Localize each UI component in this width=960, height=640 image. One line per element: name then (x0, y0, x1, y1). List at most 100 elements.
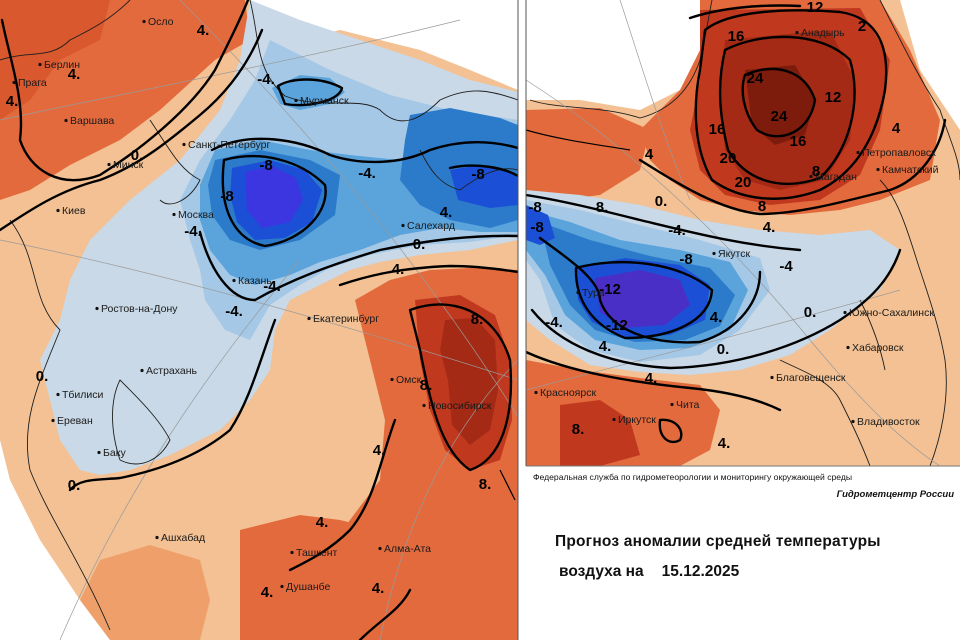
isoline-label: 4. (763, 219, 776, 236)
isoline-label: 8. (596, 199, 609, 216)
isoline-label: 0. (36, 368, 49, 385)
city-marker (876, 167, 880, 172)
city-label: Ашхабад (161, 532, 205, 544)
west-isolines (0, 0, 518, 640)
city-label: Камчатский (882, 164, 939, 176)
isoline-label: 12 (807, 0, 824, 16)
city-marker (576, 290, 580, 295)
isoline-label: 4. (645, 370, 658, 387)
isoline-label: 8. (420, 377, 433, 394)
isoline-label: -8 (259, 157, 272, 174)
city-marker (142, 19, 146, 24)
city-marker (107, 162, 111, 167)
city-marker (770, 375, 774, 380)
city-label: Киев (62, 205, 86, 217)
city-label: Новосибирск (428, 400, 492, 412)
isoline-label: -8 (220, 188, 233, 205)
city-marker (401, 223, 405, 228)
isoline-label: 16 (709, 121, 726, 138)
city-marker (422, 403, 426, 408)
isoline-label: 4. (599, 338, 612, 355)
city-marker (846, 345, 850, 350)
isoline-label: -4. (263, 278, 281, 295)
city-marker (294, 98, 298, 103)
isoline-label: 20 (720, 150, 737, 167)
east-coastlines (529, 0, 960, 466)
isoline-label: 4 (892, 120, 901, 137)
isoline-label: 0. (655, 193, 668, 210)
city-label: Казань (238, 275, 272, 287)
city-label: Южно-Сахалинск (849, 307, 934, 319)
isoline-label: -8 (471, 166, 484, 183)
isoline-label: -4. (184, 223, 202, 240)
city-marker (56, 392, 60, 397)
isoline-label: 4. (68, 66, 81, 83)
city-marker (851, 419, 855, 424)
city-label: Прага (18, 77, 47, 89)
city-label: Хабаровск (852, 342, 904, 354)
isoline-label: 4. (316, 514, 329, 531)
isoline-label: 8. (479, 476, 492, 493)
east-isolines (526, 4, 947, 444)
isoline-label: -4 (779, 258, 793, 275)
isoline-label: 24 (771, 108, 788, 125)
isoline-label: 16 (728, 28, 745, 45)
isoline-label: 24 (747, 70, 764, 87)
organization-name: Федеральная служба по гидрометеорологии … (533, 472, 853, 482)
city-marker (280, 584, 284, 589)
isoline-label: 8 (758, 198, 766, 215)
isoline-label: 8 (812, 163, 820, 180)
city-label: Якутск (718, 248, 750, 260)
isoline-label: 4. (440, 204, 453, 221)
isoline-label: 4. (392, 261, 405, 278)
city-marker (232, 278, 236, 283)
city-label: Тбилиси (62, 389, 104, 401)
city-marker (378, 546, 382, 551)
isoline-label: 4. (718, 435, 731, 452)
isoline-label: 0. (68, 477, 81, 494)
isoline-label: 2 (858, 18, 866, 35)
isoline-label: 20 (735, 174, 752, 191)
west-extreme-cold-core (245, 166, 303, 228)
isoline-label: 4. (6, 93, 19, 110)
isoline-label: 4. (373, 442, 386, 459)
city-label: Магадан (815, 171, 857, 183)
west-city-labels: Осло Берлин Прага Варшава Минск Киев Санкт-Пет… (12, 16, 492, 593)
city-marker (843, 310, 847, 315)
west-warm-south (240, 515, 420, 640)
east-warm-west (526, 108, 650, 200)
city-label: Владивосток (857, 416, 920, 428)
city-label: Минск (113, 159, 144, 171)
city-label: Чита (676, 399, 700, 411)
east-map (526, 0, 960, 466)
city-label: Санкт-Петербург (188, 139, 271, 151)
forecast-date: 15.12.2025 (661, 563, 740, 580)
isoline-label: 4. (261, 584, 274, 601)
city-marker (534, 390, 538, 395)
city-label: Анадырь (801, 27, 845, 39)
city-label: Варшава (70, 115, 114, 127)
isoline-label: 4. (197, 22, 210, 39)
east-strongest-warm (745, 65, 815, 145)
city-marker (307, 316, 311, 321)
city-marker (290, 550, 294, 555)
city-label: Мурманск (300, 95, 349, 107)
city-marker (12, 80, 16, 85)
city-marker (97, 450, 101, 455)
city-label: Баку (103, 447, 126, 459)
center-name: Гидрометцентр России (836, 489, 954, 500)
city-marker (95, 306, 99, 311)
isoline-label: -8 (679, 251, 692, 268)
isoline-label: -4. (358, 165, 376, 182)
west-warm-south2 (80, 545, 210, 640)
isoline-label: 4. (710, 309, 723, 326)
east-strong-warm-south (560, 400, 640, 466)
city-marker (809, 174, 813, 179)
west-map (0, 0, 518, 640)
isoline-label: 12 (825, 89, 842, 106)
city-marker (155, 535, 159, 540)
city-marker (712, 251, 716, 256)
east-extreme-cold-core (595, 270, 690, 328)
